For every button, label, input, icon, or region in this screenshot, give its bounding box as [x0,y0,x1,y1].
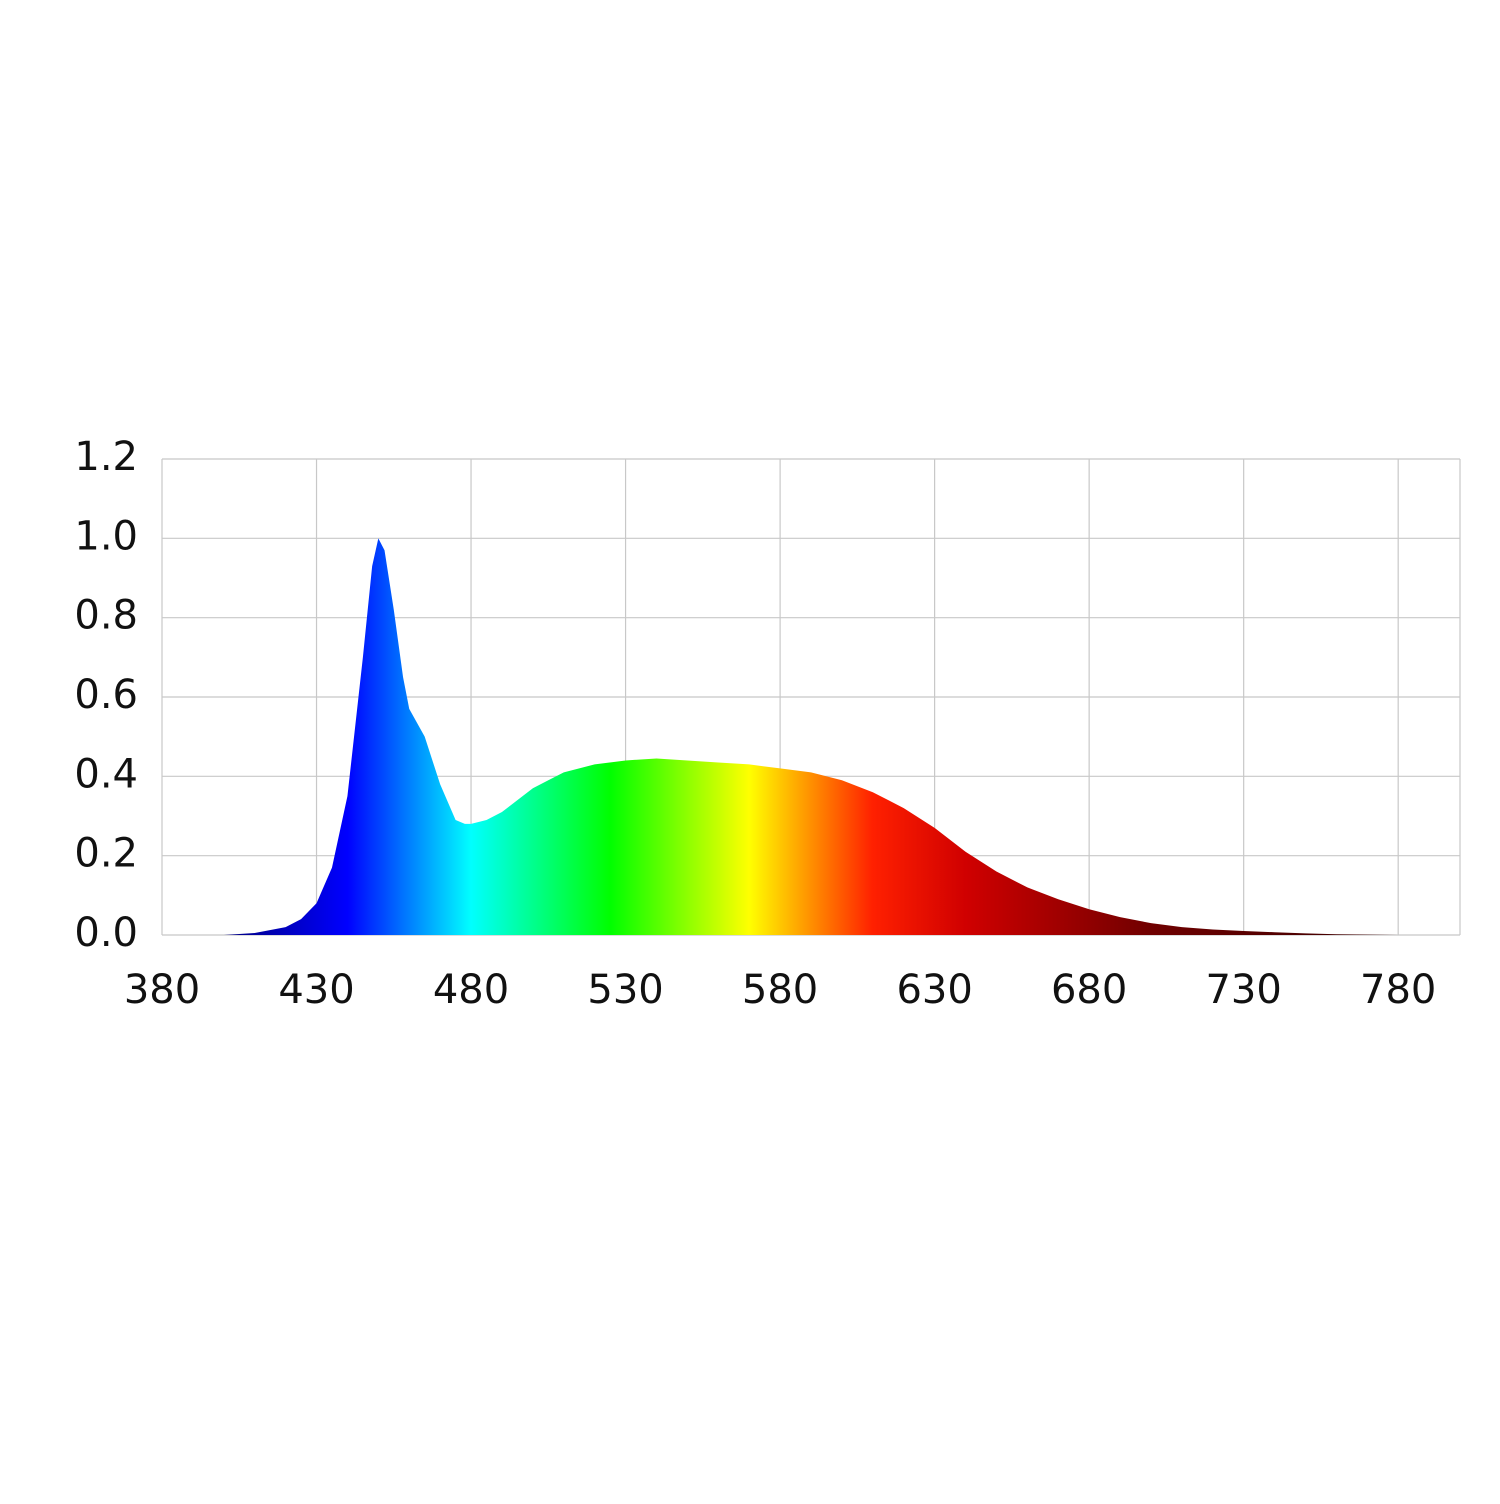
y-tick-label: 1.2 [74,434,138,480]
y-tick-label: 1.0 [74,513,138,559]
x-tick-label: 480 [433,967,509,1013]
x-tick-label: 530 [587,967,663,1013]
x-tick-label: 380 [124,967,200,1013]
x-tick-label: 630 [896,967,972,1013]
x-tick-label: 780 [1360,967,1436,1013]
x-tick-label: 680 [1051,967,1127,1013]
x-tick-label: 580 [742,967,818,1013]
x-tick-label: 730 [1205,967,1281,1013]
y-tick-label: 0.4 [74,751,138,797]
y-tick-label: 0.0 [74,910,138,956]
y-tick-label: 0.8 [74,593,138,639]
y-tick-label: 0.2 [74,831,138,877]
x-tick-label: 430 [278,967,354,1013]
spectrum-area [223,538,1430,935]
y-tick-label: 0.6 [74,672,138,718]
